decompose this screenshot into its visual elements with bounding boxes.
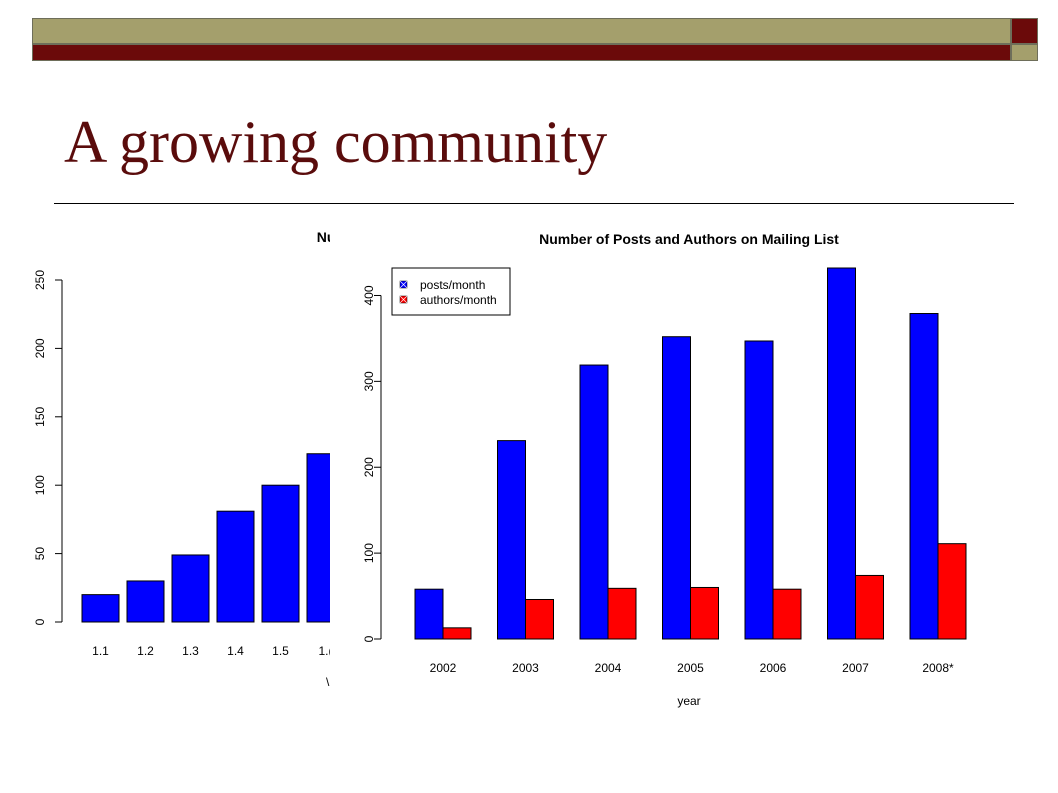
left-x-tick-label: 1.( bbox=[318, 644, 332, 658]
left-y-tick-label: 0 bbox=[33, 618, 47, 625]
left-y-tick-label: 250 bbox=[33, 270, 47, 290]
left-x-axis-label: \ bbox=[326, 675, 330, 689]
authors-bar bbox=[937, 543, 967, 640]
right-x-tick-label: 2003 bbox=[512, 661, 539, 675]
authors-bar bbox=[607, 587, 637, 640]
right-x-tick-label: 2005 bbox=[677, 661, 704, 675]
right-y-tick-label: 200 bbox=[362, 457, 376, 477]
posts-bar bbox=[827, 267, 856, 640]
left-chart-title: Number Of Bioc bbox=[317, 229, 424, 245]
left-bar bbox=[81, 594, 120, 623]
header-band-red bbox=[32, 44, 1011, 61]
header-band-olive bbox=[32, 18, 1011, 44]
left-bar bbox=[306, 453, 330, 623]
right-x-tick-label: 2002 bbox=[430, 661, 457, 675]
posts-bar bbox=[497, 440, 526, 640]
right-y-tick-label: 100 bbox=[362, 543, 376, 563]
right-x-tick-label: 2006 bbox=[760, 661, 787, 675]
header-band-olive-square bbox=[1011, 44, 1038, 61]
left-x-tick-label: 1.3 bbox=[182, 644, 199, 658]
left-bar bbox=[171, 554, 210, 623]
left-bar bbox=[126, 580, 165, 623]
left-y-tick-label: 50 bbox=[33, 547, 47, 561]
legend-label: posts/month bbox=[420, 278, 485, 292]
posts-bar bbox=[909, 313, 939, 640]
left-x-tick-label: 1.2 bbox=[137, 644, 154, 658]
right-y-tick-label: 300 bbox=[362, 371, 376, 391]
authors-bar bbox=[442, 627, 472, 640]
right-x-tick-label: 2007 bbox=[842, 661, 869, 675]
left-x-tick-label: 1.4 bbox=[227, 644, 244, 658]
right-x-tick-label: 2004 bbox=[595, 661, 622, 675]
posts-bar bbox=[662, 336, 691, 640]
authors-bar bbox=[772, 588, 802, 640]
legend-swatch-hatch bbox=[399, 280, 408, 289]
left-bar bbox=[261, 484, 300, 623]
header-band-red-square bbox=[1011, 18, 1038, 44]
right-x-tick-label: 2008* bbox=[922, 661, 954, 675]
slide-title: A growing community bbox=[64, 109, 608, 175]
left-x-tick-label: 1.1 bbox=[92, 644, 109, 658]
left-y-tick-label: 100 bbox=[33, 475, 47, 495]
posts-bar bbox=[579, 364, 609, 640]
left-y-tick-label: 200 bbox=[33, 338, 47, 358]
authors-bar bbox=[525, 598, 554, 640]
left-y-tick-label: 150 bbox=[33, 406, 47, 426]
left-x-tick-label: 1.5 bbox=[272, 644, 289, 658]
title-divider bbox=[54, 203, 1014, 204]
legend-box bbox=[391, 267, 511, 316]
posts-bar bbox=[414, 588, 444, 640]
authors-bar bbox=[855, 574, 884, 640]
legend-label: authors/month bbox=[420, 293, 497, 307]
left-bar bbox=[216, 510, 255, 623]
right-x-axis-label: year bbox=[677, 694, 700, 708]
posts-bar bbox=[744, 340, 774, 640]
right-y-tick-label: 400 bbox=[362, 285, 376, 305]
right-chart-title: Number of Posts and Authors on Mailing L… bbox=[539, 231, 839, 247]
left-chart-group: Number Of Bioc 0 50 100 150 200 250 1.1 1.2 1.3 1.… bbox=[33, 229, 424, 689]
legend-swatch-hatch bbox=[399, 295, 408, 304]
authors-bar bbox=[690, 586, 719, 640]
right-y-tick-label: 0 bbox=[362, 635, 376, 642]
